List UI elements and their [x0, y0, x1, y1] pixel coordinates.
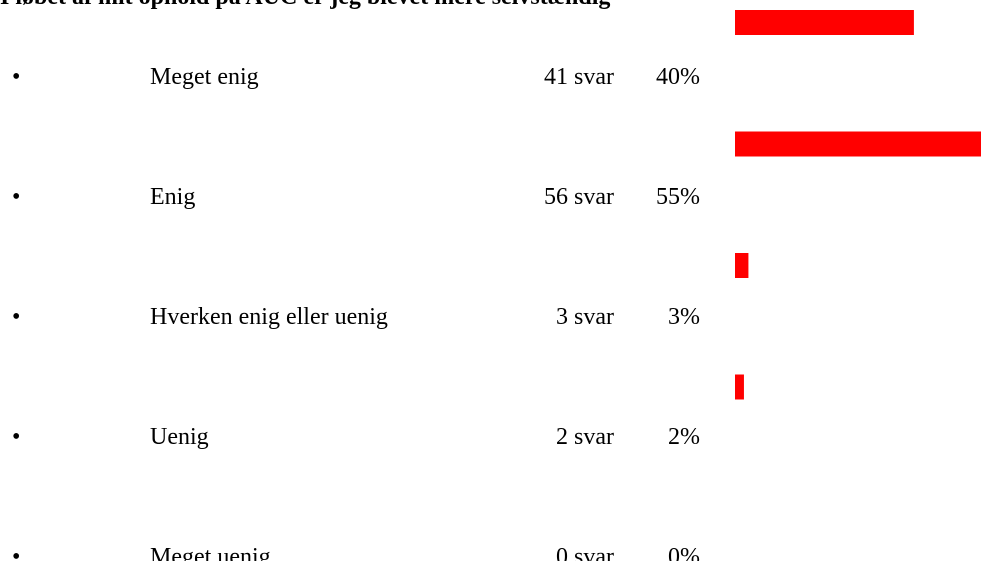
- count-label: 41 svar: [544, 64, 614, 90]
- bullet: •: [12, 424, 20, 450]
- option-label: Enig: [150, 184, 195, 210]
- bar: [735, 253, 749, 278]
- count-label: 56 svar: [544, 184, 614, 210]
- bar: [735, 374, 744, 400]
- bullet: •: [12, 304, 20, 330]
- percent-label: 55%: [656, 184, 700, 210]
- count-label: 3 svar: [556, 304, 614, 330]
- percent-label: 2%: [668, 424, 700, 450]
- count-label: 0 svar: [556, 544, 614, 561]
- bullet: •: [12, 544, 20, 561]
- question-title: I løbet af mit ophold på AUC er jeg blev…: [0, 0, 610, 10]
- percent-label: 0%: [668, 544, 700, 561]
- option-label: Uenig: [150, 424, 209, 450]
- bullet: •: [12, 64, 20, 90]
- bar: [735, 131, 981, 157]
- percent-label: 40%: [656, 64, 700, 90]
- count-label: 2 svar: [556, 424, 614, 450]
- option-label: Meget uenig: [150, 544, 271, 561]
- option-label: Hverken enig eller uenig: [150, 304, 388, 330]
- option-label: Meget enig: [150, 64, 259, 90]
- bar: [735, 10, 914, 35]
- bullet: •: [12, 184, 20, 210]
- percent-label: 3%: [668, 304, 700, 330]
